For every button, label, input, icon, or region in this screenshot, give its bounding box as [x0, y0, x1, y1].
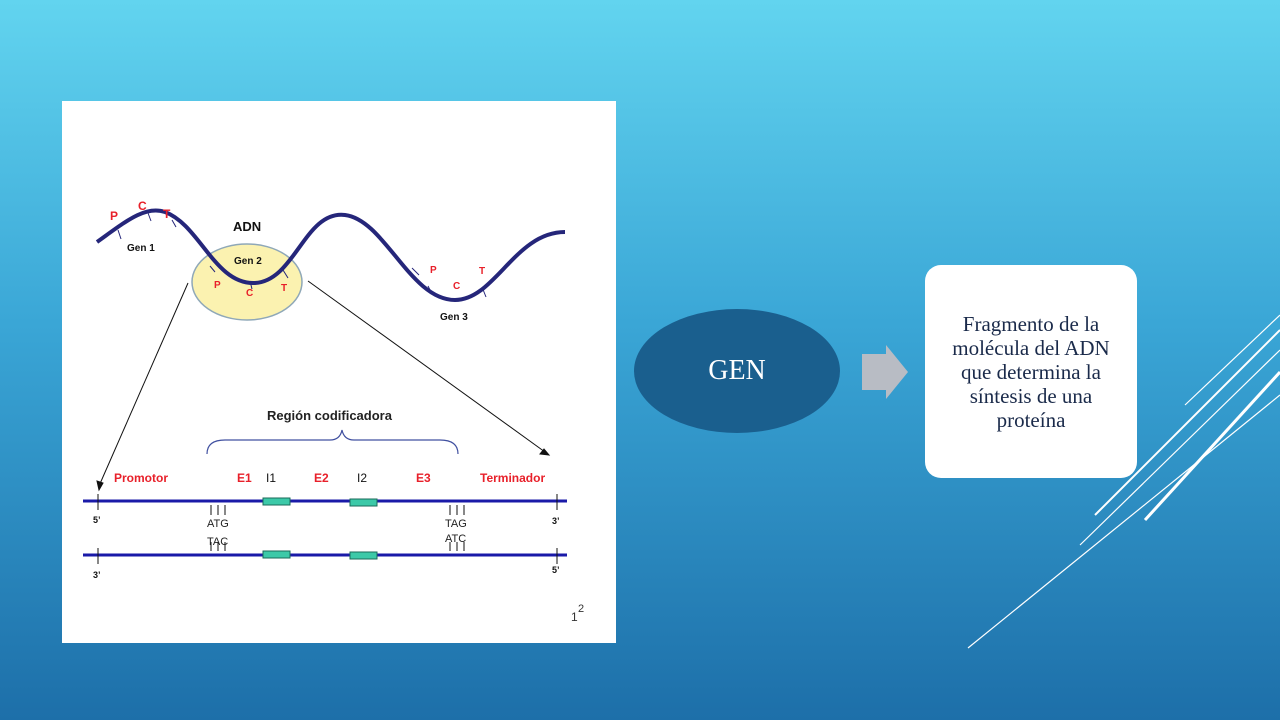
gene-label: C [246, 288, 253, 299]
segment-label: E1 [237, 471, 252, 485]
gene-label: T [479, 266, 485, 277]
definition: Fragmento de la molécula del ADN que det… [925, 265, 1137, 478]
gene-label: P [110, 209, 118, 223]
footnote-sup: 2 [578, 603, 584, 615]
gene-label: P [430, 265, 437, 276]
region-brace [206, 429, 459, 455]
segment-label: E3 [416, 471, 431, 485]
gene-label: T [281, 283, 287, 294]
decor-lines [967, 314, 1280, 649]
codon: ATC [445, 533, 466, 545]
strand-end: 3’ [552, 516, 560, 526]
segment-label: E2 [314, 471, 329, 485]
dna-strands [83, 494, 567, 564]
strand-end: 3’ [93, 570, 101, 580]
codon: TAC [207, 536, 228, 548]
gene-name: Gen 1 [127, 243, 155, 254]
codon: TAG [445, 518, 467, 530]
gene-ticks [117, 212, 487, 298]
zoom-arrows [96, 280, 551, 492]
segment-label: Terminador [480, 471, 545, 485]
segment-label: I2 [357, 471, 367, 485]
gene-label: P [214, 280, 221, 291]
codon: ATG [207, 518, 229, 530]
gene-label: C [453, 281, 460, 292]
term-ellipse [634, 309, 840, 433]
footnote: 1 [571, 610, 578, 624]
gene-label: T [163, 207, 171, 221]
gene-name: Gen 2 [234, 256, 262, 267]
gene-label: C [138, 199, 147, 213]
segment-label: I1 [266, 471, 276, 485]
figure-background [62, 101, 616, 643]
segment-label: Promotor [114, 471, 168, 485]
term: GEN [708, 355, 766, 386]
strand-end: 5’ [552, 565, 560, 575]
dna-label: ADN [233, 219, 261, 234]
dna-wave [95, 208, 566, 303]
arrow [862, 345, 908, 399]
coding-region-label: Región codificadora [267, 408, 393, 423]
gene-name: Gen 3 [440, 312, 468, 323]
strand-end: 5’ [93, 515, 101, 525]
